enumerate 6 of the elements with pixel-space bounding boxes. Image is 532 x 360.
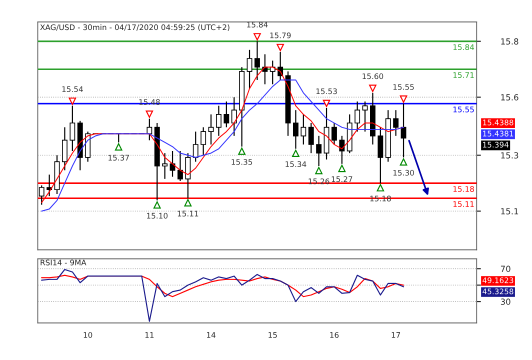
y-tick-label: 15.8 xyxy=(501,38,518,45)
y-tick-label: 15.1 xyxy=(501,208,518,214)
y-tick-label: 15.3 xyxy=(501,152,518,159)
y-tick-label: 30 xyxy=(500,298,510,305)
y-tick-label: 70 xyxy=(500,266,510,272)
y-tick-label: 15.6 xyxy=(501,94,518,100)
